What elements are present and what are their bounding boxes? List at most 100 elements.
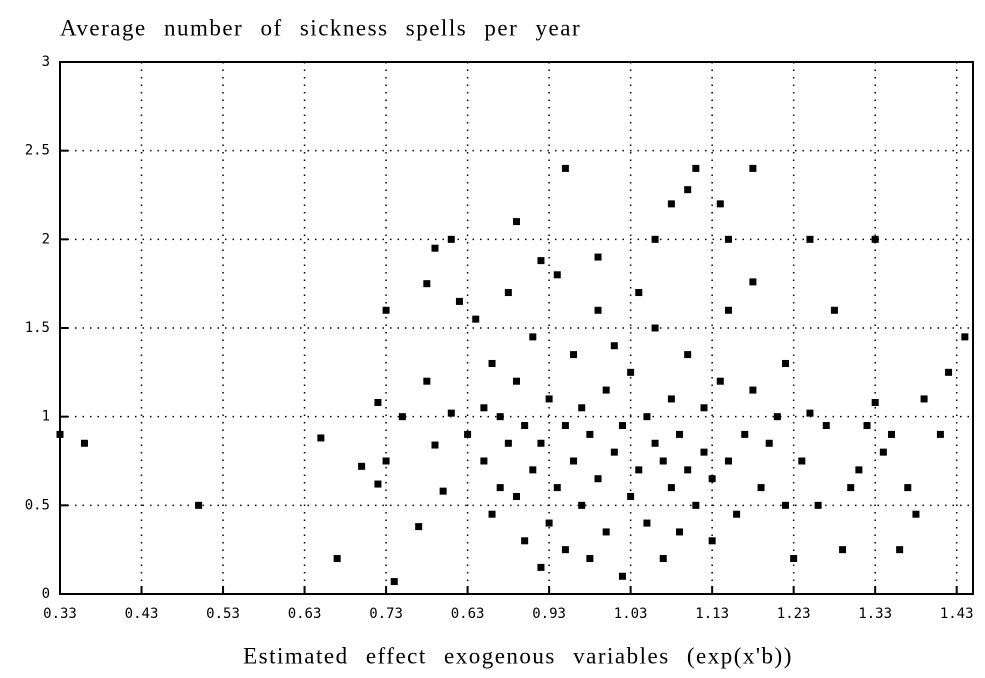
point	[504, 289, 512, 297]
point	[684, 351, 692, 359]
point	[570, 351, 578, 359]
plot-frame	[59, 61, 974, 595]
point	[195, 501, 203, 509]
point	[447, 409, 455, 417]
point	[431, 244, 439, 252]
point	[423, 280, 431, 288]
x-tick-label: 1.33	[858, 606, 892, 622]
y-tick-label: 2.5	[25, 143, 50, 159]
point	[480, 404, 488, 412]
point	[757, 484, 765, 492]
point	[455, 297, 463, 305]
point	[896, 546, 904, 554]
point	[651, 324, 659, 332]
x-tick-label: 0.33	[43, 606, 77, 622]
point	[431, 441, 439, 449]
point	[317, 434, 325, 442]
point	[618, 572, 626, 580]
point	[594, 306, 602, 314]
point	[561, 422, 569, 430]
point	[773, 413, 781, 421]
point	[904, 484, 912, 492]
point	[651, 235, 659, 243]
point	[822, 422, 830, 430]
point	[382, 306, 390, 314]
x-tick-label: 1.03	[614, 606, 648, 622]
point	[586, 430, 594, 438]
point	[513, 492, 520, 500]
point	[749, 278, 757, 286]
point	[358, 462, 366, 470]
y-tick-label: 1	[42, 409, 50, 425]
point	[561, 546, 569, 554]
point	[521, 537, 529, 545]
point	[635, 289, 643, 297]
point	[464, 430, 472, 438]
point	[676, 528, 684, 536]
y-tick-label: 1.5	[25, 320, 50, 336]
point	[333, 555, 341, 563]
point	[56, 430, 64, 438]
point	[724, 306, 732, 314]
point	[586, 555, 594, 563]
point	[871, 398, 879, 406]
x-axis-label: Estimated effect exogenous variables (ex…	[243, 643, 793, 668]
point	[496, 413, 504, 421]
point	[545, 395, 553, 403]
point	[504, 439, 512, 447]
point	[912, 510, 920, 518]
point	[602, 386, 610, 394]
point	[578, 404, 586, 412]
point	[782, 359, 790, 367]
point	[667, 395, 675, 403]
point	[594, 253, 602, 261]
point	[741, 430, 749, 438]
point	[480, 457, 488, 465]
x-tick-label: 0.53	[206, 606, 240, 622]
point	[708, 475, 716, 483]
y-tick-label: 3	[42, 54, 50, 70]
point	[684, 466, 692, 474]
point	[488, 359, 496, 367]
x-tick-label: 1.23	[777, 606, 811, 622]
point	[692, 164, 700, 172]
point	[708, 537, 716, 545]
point	[733, 510, 741, 518]
point	[578, 501, 586, 509]
point	[790, 555, 798, 563]
point	[945, 368, 953, 376]
x-tick-label: 0.93	[532, 606, 566, 622]
point	[920, 395, 928, 403]
x-tick-label: 0.63	[451, 606, 485, 622]
point	[879, 448, 887, 456]
point	[961, 333, 969, 341]
point	[80, 439, 88, 447]
point	[382, 457, 390, 465]
point	[423, 377, 431, 385]
point	[496, 484, 504, 492]
point	[847, 484, 855, 492]
point	[553, 484, 561, 492]
point	[537, 257, 545, 265]
point	[651, 439, 659, 447]
point	[782, 501, 790, 509]
point	[537, 563, 545, 571]
point	[659, 555, 667, 563]
point	[887, 430, 895, 438]
point	[627, 368, 635, 376]
point	[643, 413, 651, 421]
point	[700, 404, 708, 412]
point	[635, 466, 643, 474]
point	[521, 422, 529, 430]
point	[447, 235, 455, 243]
point	[765, 439, 773, 447]
point	[667, 200, 675, 208]
point	[667, 484, 675, 492]
point	[472, 315, 480, 323]
point	[863, 422, 871, 430]
point	[806, 235, 814, 243]
point	[561, 164, 569, 172]
point	[724, 235, 732, 243]
point	[553, 271, 561, 279]
